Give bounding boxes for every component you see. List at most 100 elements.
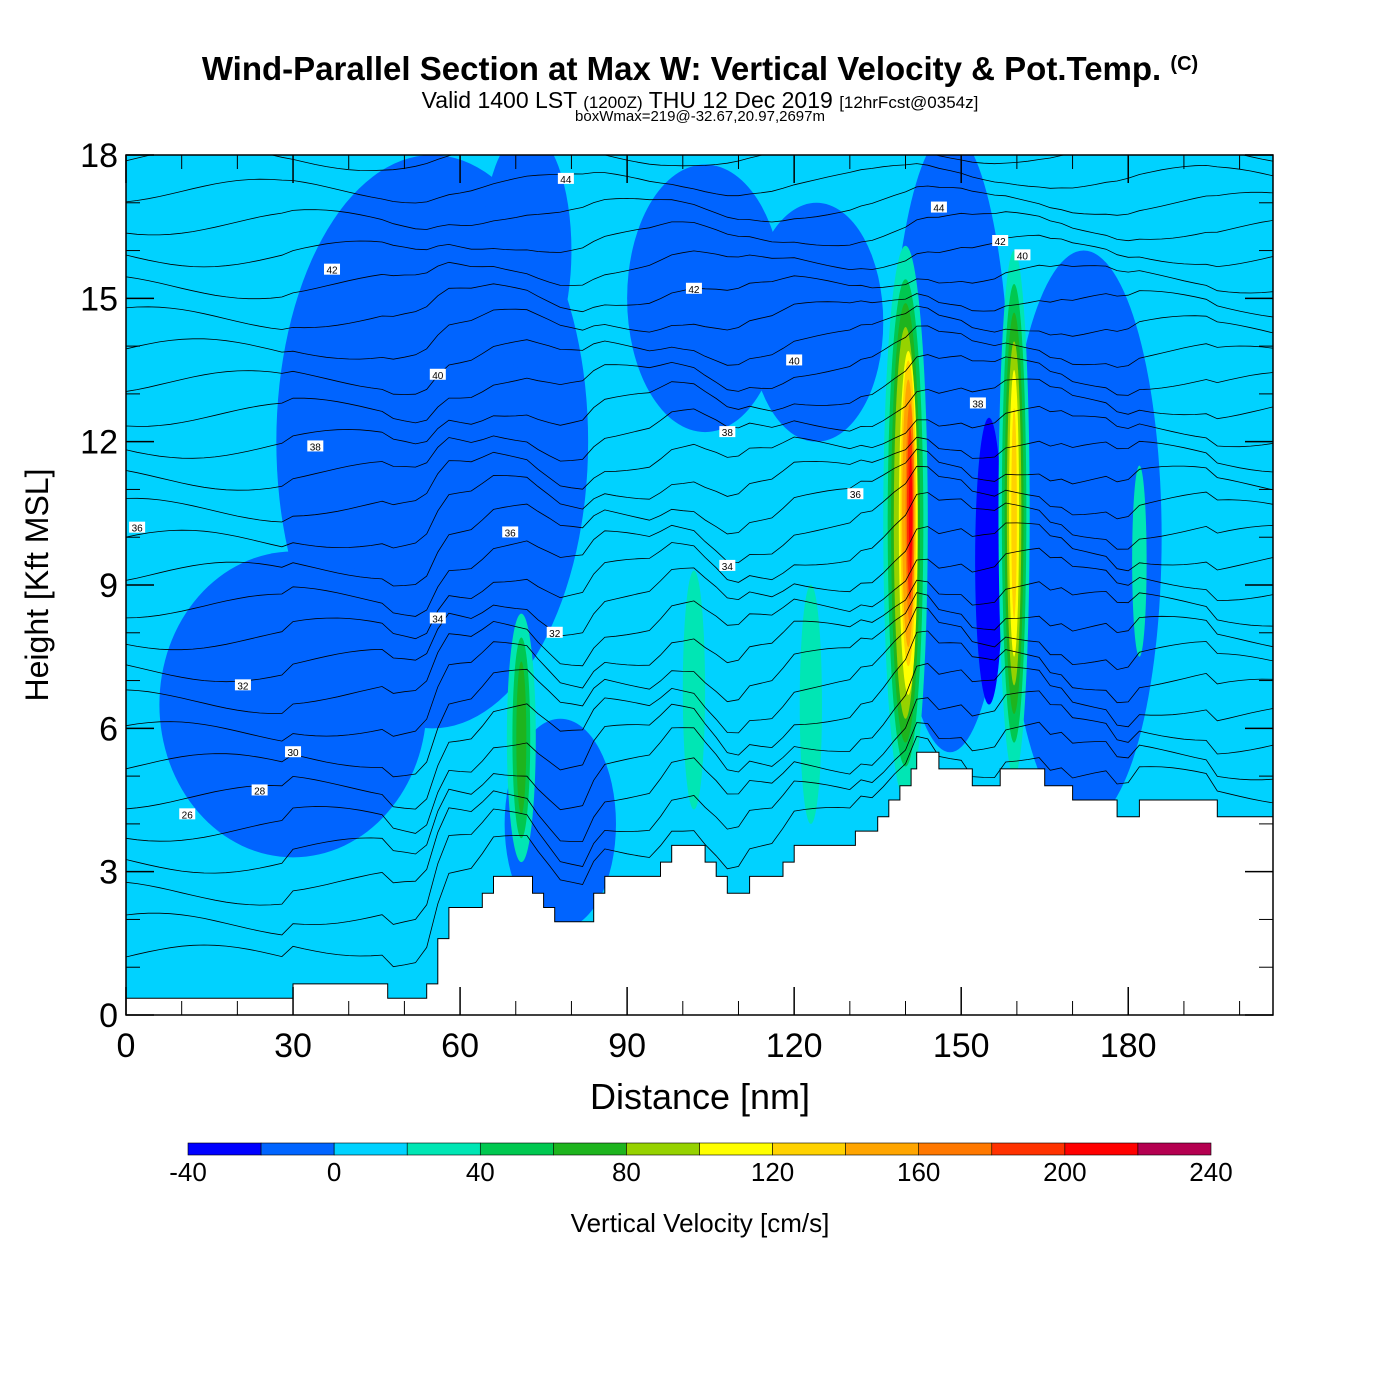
velocity-region xyxy=(682,570,706,810)
contour-label-text: 32 xyxy=(549,629,561,640)
contour-label-text: 44 xyxy=(933,204,945,215)
isentrope-line xyxy=(126,354,1273,459)
chart-title-text: Wind-Parallel Section at Max W: Vertical… xyxy=(201,50,1162,87)
y-tick-label: 12 xyxy=(80,424,118,462)
colorbar-swatch xyxy=(626,1142,700,1156)
contour-label: 40 xyxy=(1014,249,1031,262)
isentrope-line xyxy=(126,492,1273,651)
contour-label: 44 xyxy=(557,172,574,186)
isentrope-line xyxy=(126,579,1273,742)
contour-label: 26 xyxy=(179,808,196,821)
forecast-info: [12hrFcst@0354z] xyxy=(839,93,979,112)
colorbar-swatch xyxy=(845,1142,920,1156)
isentrope-line xyxy=(126,522,1273,683)
colorbar-tick-label: 40 xyxy=(466,1157,495,1187)
contour-label: 44 xyxy=(930,201,947,215)
valid-time-utc: (1200Z) xyxy=(583,93,643,112)
isentrope-line xyxy=(126,155,1273,172)
contour-label: 32 xyxy=(234,679,251,692)
colorbar-swatch xyxy=(1137,1142,1212,1156)
contour-label: 40 xyxy=(786,354,803,367)
velocity-region xyxy=(516,661,527,815)
x-tick-label: 180 xyxy=(1100,1027,1157,1065)
chart-subtitle: Valid 1400 LST (1200Z) THU 12 Dec 2019 [… xyxy=(0,87,1400,114)
isentrope-line xyxy=(126,592,1273,778)
colorbar: -40 0 40 80 120 160 200 240 xyxy=(169,1142,1233,1187)
isentrope-line xyxy=(126,465,1273,619)
valid-time: Valid 1400 LST xyxy=(421,87,577,113)
box-wmax-info: boxWmax=219@-32.67,20.97,2697m xyxy=(575,108,825,125)
velocity-region xyxy=(908,455,913,571)
colorbar-tick-label: 160 xyxy=(897,1157,940,1187)
isentrope-line xyxy=(126,378,1273,491)
contour-label: 32 xyxy=(546,626,563,640)
x-tick-label: 60 xyxy=(441,1027,479,1065)
isentrope-line xyxy=(126,305,1273,395)
terrain-surface xyxy=(126,751,1273,1015)
velocity-region xyxy=(482,155,572,370)
isentrope-line xyxy=(126,325,1273,427)
x-axis-label: Distance [nm] xyxy=(590,1076,810,1117)
x-tick-label: 150 xyxy=(933,1027,990,1065)
isentrope-line xyxy=(126,185,1273,236)
contour-label-text: 40 xyxy=(789,356,801,367)
copyright-mark: (C) xyxy=(1170,53,1199,75)
contour-labels: 44 44 42 40 42 42 40 40 38 38 38 36 36 36 34 34 32 32 30 28… xyxy=(129,172,1031,821)
x-tick-label: 90 xyxy=(608,1027,646,1065)
x-tick-label: 0 xyxy=(117,1027,136,1065)
contour-label: 30 xyxy=(285,746,302,759)
contour-label: 36 xyxy=(502,526,519,539)
contour-label-text: 40 xyxy=(432,371,444,382)
contour-label-text: 36 xyxy=(505,528,517,539)
y-tick-label: 9 xyxy=(99,567,118,605)
colorbar-swatch xyxy=(260,1142,335,1156)
y-tick-label: 3 xyxy=(99,854,118,892)
contour-label: 36 xyxy=(129,521,146,535)
contour-label: 42 xyxy=(324,263,341,277)
velocity-region xyxy=(1132,465,1147,657)
contour-label-text: 38 xyxy=(972,399,984,410)
potential-temperature-contours xyxy=(126,155,1273,968)
isentrope-line xyxy=(126,606,1273,810)
contour-label: 40 xyxy=(429,368,446,382)
colorbar-swatch xyxy=(187,1142,262,1156)
colorbar-label: Vertical Velocity [cm/s] xyxy=(571,1208,830,1238)
colorbar-swatch xyxy=(333,1142,408,1156)
contour-label-text: 34 xyxy=(722,562,734,573)
velocity-region xyxy=(975,417,1003,705)
contour-label: 38 xyxy=(719,426,736,439)
isentrope-line xyxy=(126,405,1273,523)
colorbar-swatch xyxy=(772,1142,846,1156)
x-tick-label: 30 xyxy=(274,1027,312,1065)
contour-label-text: 42 xyxy=(326,266,338,277)
contour-label-text: 44 xyxy=(560,175,572,186)
colorbar-tick-label: 200 xyxy=(1043,1157,1086,1187)
contour-label-text: 30 xyxy=(287,748,299,759)
isentrope-line xyxy=(126,448,1273,587)
colorbar-swatch xyxy=(553,1142,627,1156)
colorbar-swatch xyxy=(918,1142,993,1156)
isentrope-line xyxy=(126,163,1273,204)
isentrope-line xyxy=(126,721,1273,936)
isentrope-line xyxy=(126,663,1273,874)
colorbar-swatch xyxy=(991,1142,1066,1156)
contour-label-text: 36 xyxy=(850,490,862,501)
contour-label: 38 xyxy=(307,440,324,453)
contour-label: 34 xyxy=(719,559,736,573)
contour-label-text: 38 xyxy=(722,428,734,439)
isentrope-line xyxy=(126,630,1273,842)
isentrope-line xyxy=(126,436,1273,549)
contour-label-text: 42 xyxy=(688,285,700,296)
contour-label-text: 32 xyxy=(237,681,249,692)
isentrope-line xyxy=(126,290,1273,360)
contour-label-text: 38 xyxy=(310,442,322,453)
velocity-region xyxy=(627,164,784,433)
contour-label-text: 40 xyxy=(1017,251,1029,262)
colorbar-swatch xyxy=(1064,1142,1139,1156)
colorbar-swatch xyxy=(699,1142,773,1156)
y-tick-label: 6 xyxy=(99,710,118,748)
y-tick-label: 0 xyxy=(99,997,118,1035)
isentrope-line xyxy=(126,211,1273,268)
